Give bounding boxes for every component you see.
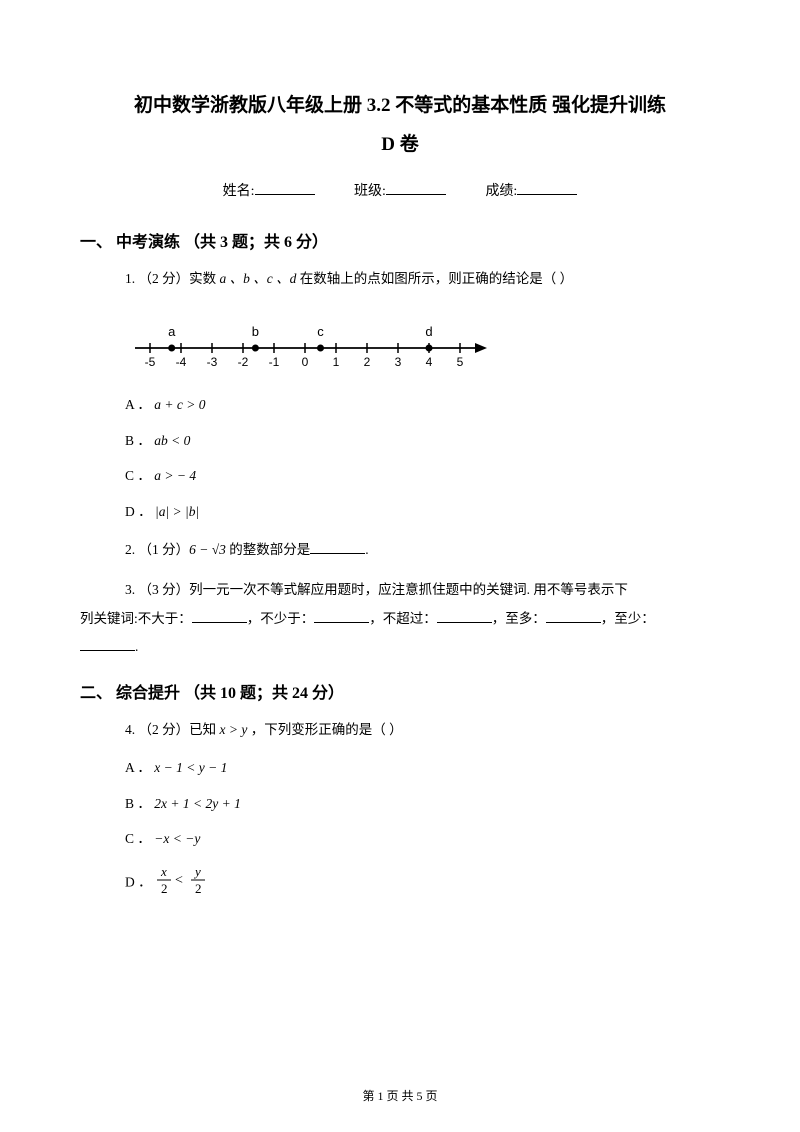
q3-blank3 [437,609,492,623]
q1-optD-letter: D ． [125,504,155,519]
question-4: 4. （2 分）已知 x > y ，下列变形正确的是（ ） [125,717,720,743]
q4-optD-letter: D ． [125,874,155,889]
student-info-row: 姓名: 班级: 成绩: [80,180,720,200]
q3-blank4 [546,609,601,623]
q1-optD-math: |a| > |b| [155,504,199,519]
q2-prefix: 2. （1 分） [125,542,189,557]
svg-text:x: x [160,864,167,879]
score-blank [517,180,577,195]
q3-tail: . [135,639,138,654]
svg-text:2: 2 [364,355,371,368]
name-label: 姓名: [223,184,255,199]
svg-text:-2: -2 [238,355,249,368]
q4-option-c: C ． −x < −y [125,828,720,850]
q1-option-d: D ． |a| > |b| [125,501,720,523]
q4-optA-letter: A ． [125,760,154,775]
svg-text:-4: -4 [176,355,187,368]
q4-prefix: 4. （2 分）已知 [125,722,220,737]
q3-l2e: ，至少： [601,611,655,626]
q1-vars: a 、b 、c 、d [220,271,297,286]
q3-l2a: 列关键词:不大于： [80,611,192,626]
title-line-1: 初中数学浙教版八年级上册 3.2 不等式的基本性质 强化提升训练 [80,90,720,117]
score-label: 成绩: [485,184,517,199]
q4-optB-math: 2x + 1 < 2y + 1 [154,796,241,811]
name-field: 姓名: [223,180,315,200]
score-field: 成绩: [485,180,577,200]
question-1: 1. （2 分）实数 a 、b 、c 、d 在数轴上的点如图所示，则正确的结论是… [125,266,720,376]
q1-optB-math: ab < 0 [154,433,190,448]
footer-a: 第 [362,1089,377,1103]
q3-l2d: ，至多： [492,611,546,626]
q2-blank [310,540,365,554]
question-2: 2. （1 分）6 − √3 的整数部分是. [125,537,720,563]
svg-text:1: 1 [333,355,340,368]
class-label: 班级: [354,184,386,199]
q2-math: 6 − √3 [189,542,226,557]
q2-tail: . [365,542,368,557]
q1-option-b: B ． ab < 0 [125,430,720,452]
q3-blank5 [80,637,135,651]
svg-text:3: 3 [395,355,402,368]
q1-option-a: A ． a + c > 0 [125,394,720,416]
q1-optA-math: a + c > 0 [154,397,205,412]
page-footer: 第 1 页 共 5 页 [0,1087,800,1104]
svg-text:-5: -5 [145,355,156,368]
class-field: 班级: [354,180,446,200]
q3-blank1 [192,609,247,623]
q2-suffix: 的整数部分是 [226,542,310,557]
name-blank [255,180,315,195]
q1-optB-letter: B ． [125,433,154,448]
q4-suffix: ，下列变形正确的是（ ） [247,722,402,737]
svg-text:-3: -3 [207,355,218,368]
q4-optD-fraction: x 2 < y 2 [155,864,211,903]
svg-text:2: 2 [195,881,202,896]
svg-text:<: < [175,873,183,888]
q3-line3: . [80,633,720,661]
question-3: 3. （3 分）列一元一次不等式解应用题时，应注意抓住题中的关键词. 用不等号表… [125,576,720,661]
footer-b: 页 共 [383,1089,416,1103]
page-root: 初中数学浙教版八年级上册 3.2 不等式的基本性质 强化提升训练 D 卷 姓名:… [0,0,800,1132]
q4-math: x > y [220,722,248,737]
title-line-2: D 卷 [80,129,720,156]
svg-text:4: 4 [426,355,433,368]
q3-blank2 [314,609,369,623]
q4-option-b: B ． 2x + 1 < 2y + 1 [125,793,720,815]
q3-l2b: ，不少于： [247,611,315,626]
q1-optC-letter: C ． [125,468,154,483]
q3-line2: 列关键词:不大于： ，不少于： ，不超过： ，至多： ，至少： [80,605,720,633]
q1-suffix: 在数轴上的点如图所示，则正确的结论是（ ） [296,271,573,286]
svg-text:a: a [168,324,176,339]
q1-optA-letter: A ． [125,397,154,412]
q4-optA-math: x − 1 < y − 1 [154,760,227,775]
svg-text:-1: -1 [269,355,280,368]
svg-text:y: y [193,864,201,879]
q3-line1: 3. （3 分）列一元一次不等式解应用题时，应注意抓住题中的关键词. 用不等号表… [125,576,720,604]
svg-text:2: 2 [161,881,168,896]
q4-option-d: D ． x 2 < y 2 [125,864,720,903]
q4-optC-letter: C ． [125,831,154,846]
q1-prefix: 1. （2 分）实数 [125,271,220,286]
q1-option-c: C ． a > − 4 [125,465,720,487]
svg-text:c: c [317,324,324,339]
section2-header: 二、 综合提升 （共 10 题；共 24 分） [80,679,720,703]
svg-text:0: 0 [302,355,309,368]
q4-optC-math: −x < −y [154,831,200,846]
footer-c: 页 [423,1089,438,1103]
svg-text:d: d [425,324,432,339]
q1-optC-math: a > − 4 [154,468,196,483]
q4-option-a: A ． x − 1 < y − 1 [125,757,720,779]
q3-l2c: ，不超过： [369,611,437,626]
number-line-diagram: -5 -4 -3 -2 -1 0 1 2 3 4 5 a b c d [125,308,720,377]
q4-optB-letter: B ． [125,796,154,811]
svg-text:5: 5 [457,355,464,368]
section1-header: 一、 中考演练 （共 3 题；共 6 分） [80,228,720,252]
svg-text:b: b [252,324,259,339]
class-blank [386,180,446,195]
